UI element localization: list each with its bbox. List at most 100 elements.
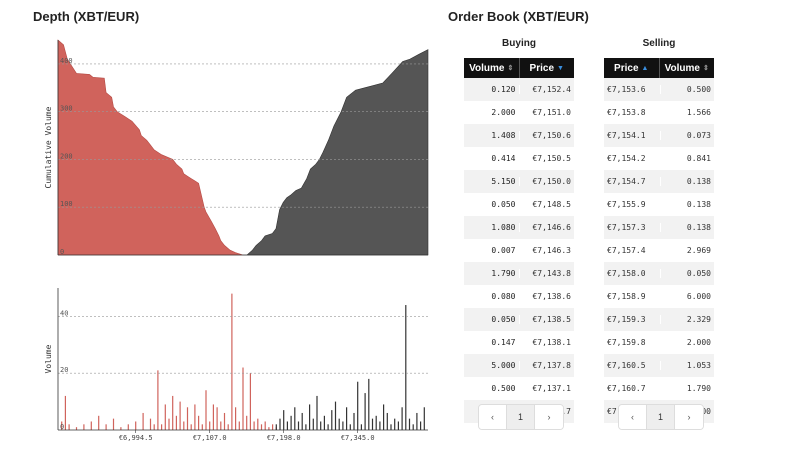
table-row[interactable]: €7,158.9 6.000: [604, 285, 714, 308]
price-cell: €7,138.5: [518, 315, 575, 324]
price-cell: €7,160.5: [607, 361, 646, 370]
table-row[interactable]: 1.408 €7,150.6: [464, 124, 574, 147]
table-row[interactable]: €7,153.8 1.566: [604, 101, 714, 124]
y-axis-label: Cumulative Volume: [44, 106, 53, 188]
volume-cell: 0.138: [660, 177, 714, 186]
selling-price-header[interactable]: Price ▲: [604, 58, 660, 78]
price-cell: €7,159.8: [607, 338, 646, 347]
price-cell: €7,152.4: [518, 85, 575, 94]
price-cell: €7,153.6: [607, 85, 646, 94]
volume-cell: 0.007: [491, 246, 516, 255]
volume-chart[interactable]: 0 20 40 Volume €6,994.5 €7,107.0 €7,198.0 €7,34…: [30, 282, 430, 442]
prev-page-button[interactable]: ‹: [619, 405, 647, 429]
next-page-button[interactable]: ›: [535, 405, 563, 429]
x-tick-label: €7,198.0: [267, 434, 301, 442]
table-row[interactable]: 0.414 €7,150.5: [464, 147, 574, 170]
volume-cell: 2.000: [491, 108, 516, 117]
table-row[interactable]: €7,157.3 0.138: [604, 216, 714, 239]
table-row[interactable]: €7,157.4 2.969: [604, 239, 714, 262]
table-row[interactable]: €7,155.9 0.138: [604, 193, 714, 216]
table-row[interactable]: €7,158.0 0.050: [604, 262, 714, 285]
table-row[interactable]: 0.147 €7,138.1: [464, 331, 574, 354]
y-tick-label: 20: [60, 366, 68, 374]
table-row[interactable]: €7,154.2 0.841: [604, 147, 714, 170]
volume-cell: 0.050: [660, 269, 714, 278]
table-row[interactable]: 0.050 €7,138.5: [464, 308, 574, 331]
table-row[interactable]: €7,159.8 2.000: [604, 331, 714, 354]
buying-title: Buying: [502, 38, 536, 49]
depth-chart[interactable]: 0 100 200 300 400 Cumulative Volume: [30, 32, 430, 262]
price-cell: €7,137.1: [518, 384, 575, 393]
price-cell: €7,150.0: [518, 177, 575, 186]
price-cell: €7,159.3: [607, 315, 646, 324]
table-row[interactable]: €7,160.5 1.053: [604, 354, 714, 377]
sort-desc-icon: ▼: [557, 64, 564, 72]
volume-cell: 5.150: [491, 177, 516, 186]
table-row[interactable]: 1.790 €7,143.8: [464, 262, 574, 285]
table-row[interactable]: €7,159.3 2.329: [604, 308, 714, 331]
selling-title: Selling: [642, 38, 676, 49]
page-number-button[interactable]: 1: [507, 405, 535, 429]
table-row[interactable]: 1.080 €7,146.6: [464, 216, 574, 239]
price-cell: €7,146.6: [518, 223, 575, 232]
price-cell: €7,137.8: [518, 361, 575, 370]
selling-volume-label: Volume: [664, 62, 700, 74]
price-cell: €7,154.1: [607, 131, 646, 140]
price-cell: €7,153.8: [607, 108, 646, 117]
volume-cell: 1.790: [491, 269, 516, 278]
volume-cell: 0.500: [660, 85, 714, 94]
price-cell: €7,154.2: [607, 154, 646, 163]
buying-volume-header[interactable]: Volume ⇕: [464, 58, 520, 78]
price-cell: €7,160.7: [607, 384, 646, 393]
selling-panel: Selling Price ▲ Volume ⇕ €7,153.6 0.500 €7…: [604, 36, 714, 423]
table-row[interactable]: 0.500 €7,137.1: [464, 377, 574, 400]
selling-header: Price ▲ Volume ⇕: [604, 58, 714, 78]
table-row[interactable]: 5.150 €7,150.0: [464, 170, 574, 193]
volume-cell: 0.050: [491, 200, 516, 209]
price-cell: €7,158.0: [607, 269, 646, 278]
volume-cell: 0.138: [660, 200, 714, 209]
y-tick-label: 100: [60, 200, 73, 208]
table-row[interactable]: €7,154.1 0.073: [604, 124, 714, 147]
sort-asc-icon: ▲: [641, 64, 649, 72]
x-tick-label: €6,994.5: [119, 434, 153, 442]
price-cell: €7,157.4: [607, 246, 646, 255]
table-row[interactable]: €7,160.7 1.790: [604, 377, 714, 400]
depth-chart-svg: 0 100 200 300 400 Cumulative Volume: [44, 39, 429, 256]
volume-cell: 0.414: [491, 154, 516, 163]
table-row[interactable]: 0.050 €7,148.5: [464, 193, 574, 216]
next-page-button[interactable]: ›: [675, 405, 703, 429]
table-row[interactable]: €7,154.7 0.138: [604, 170, 714, 193]
selling-price-label: Price: [614, 62, 639, 74]
buying-volume-label: Volume: [469, 62, 505, 74]
y-tick-label: 40: [60, 309, 68, 317]
volume-cell: 5.000: [491, 361, 516, 370]
table-row[interactable]: 0.120 €7,152.4: [464, 78, 574, 101]
table-row[interactable]: 2.000 €7,151.0: [464, 101, 574, 124]
buying-rows: 0.120 €7,152.4 2.000 €7,151.0 1.408 €7,150.6 0…: [464, 78, 574, 423]
volume-cell: 1.408: [491, 131, 516, 140]
table-row[interactable]: 0.080 €7,138.6: [464, 285, 574, 308]
volume-cell: 1.566: [660, 108, 714, 117]
x-tick-label: €7,107.0: [193, 434, 227, 442]
volume-cell: 2.000: [660, 338, 714, 347]
volume-chart-svg: 0 20 40 Volume €6,994.5 €7,107.0 €7,198.0 €7,34…: [44, 288, 428, 442]
ask-depth-area: [243, 49, 429, 256]
volume-cell: 1.080: [491, 223, 516, 232]
buying-panel: Buying Volume ⇕ Price ▼ 0.120 €7,152.4 2.0…: [464, 36, 574, 423]
price-cell: €7,157.3: [607, 223, 646, 232]
selling-volume-header[interactable]: Volume ⇕: [660, 58, 715, 78]
table-row[interactable]: 5.000 €7,137.8: [464, 354, 574, 377]
sort-icon: ⇕: [507, 65, 514, 72]
page-number-button[interactable]: 1: [647, 405, 675, 429]
selling-rows: €7,153.6 0.500 €7,153.8 1.566 €7,154.1 0.073 €…: [604, 78, 714, 423]
sort-icon: ⇕: [703, 65, 709, 72]
table-row[interactable]: 0.007 €7,146.3: [464, 239, 574, 262]
price-cell: €7,146.3: [518, 246, 575, 255]
table-row[interactable]: €7,153.6 0.500: [604, 78, 714, 101]
buying-header: Volume ⇕ Price ▼: [464, 58, 574, 78]
volume-cell: 0.050: [491, 315, 516, 324]
buying-price-header[interactable]: Price ▼: [520, 58, 575, 78]
prev-page-button[interactable]: ‹: [479, 405, 507, 429]
x-tick-label: €7,345.0: [341, 434, 375, 442]
